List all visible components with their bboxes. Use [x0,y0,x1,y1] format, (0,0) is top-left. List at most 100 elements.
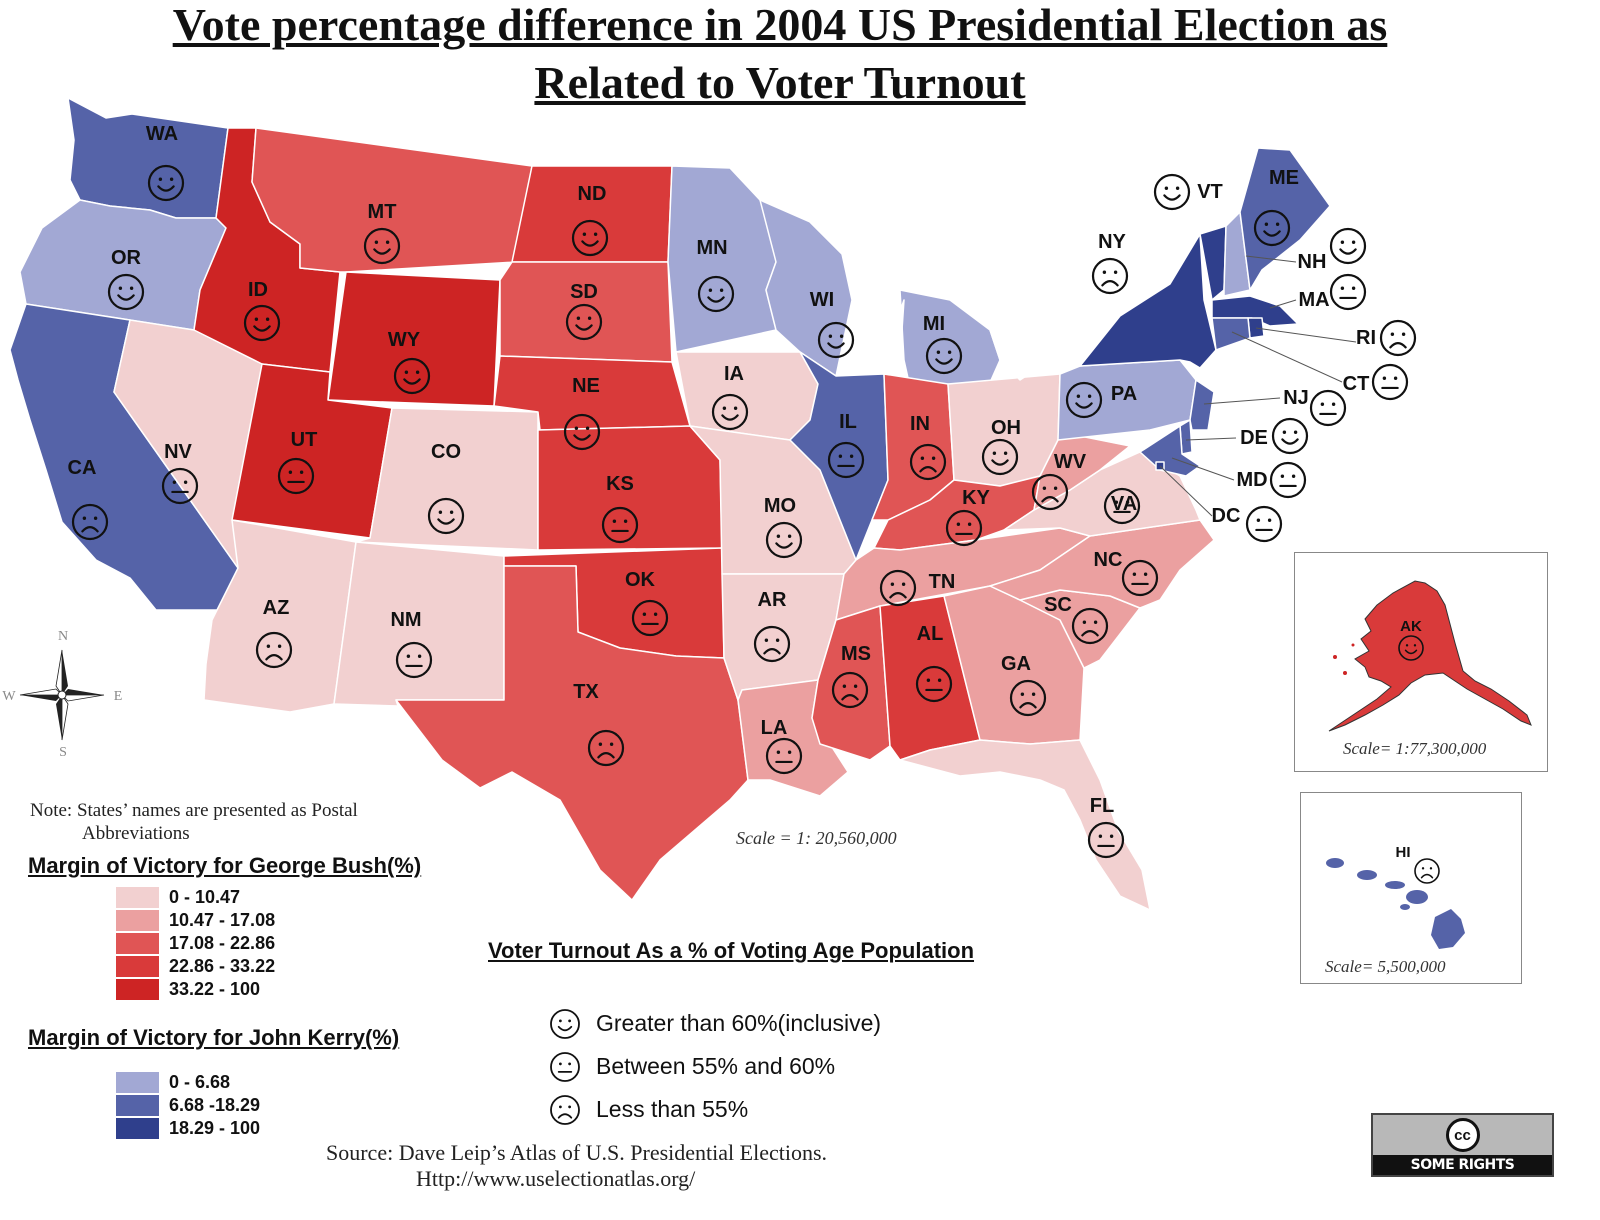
bush-legend-item: 22.86 - 33.22 [116,955,275,978]
compass-center [57,690,67,700]
kerry-legend-title: Margin of Victory for John Kerry(%) [28,1025,400,1050]
state-label-pa: PA [1111,383,1137,405]
bush-swatch-1 [116,887,159,908]
or-smile-face-icon [107,273,145,311]
ks-neutral-face-icon [601,506,639,544]
state-label-in: IN [910,413,930,435]
bush-range-label: 33.22 - 100 [169,979,261,999]
il-neutral-face-icon [827,441,865,479]
ri-frown-face-icon [1379,319,1417,357]
hawaii-island-lanai [1400,904,1410,910]
bush-legend-item: 10.47 - 17.08 [116,909,275,932]
ca-frown-face-icon [71,503,109,541]
state-label-wi: WI [810,289,834,311]
compass-needle-south-highlight [61,693,69,741]
sd-smile-face-icon [565,303,603,341]
mo-smile-face-icon [765,521,803,559]
creative-commons-badge[interactable]: cc SOME RIGHTS RESERVED [1371,1113,1554,1193]
al-neutral-face-icon [915,665,953,703]
ky-neutral-face-icon [945,509,983,547]
nj-neutral-face-icon [1309,389,1347,427]
compass-rose: N S W E [2,629,122,760]
state-label-la: LA [761,717,788,739]
state-fl [899,739,1151,911]
smile-face-icon [550,1008,580,1039]
bush-range-label: 17.08 - 22.86 [169,933,276,953]
state-label-tx: TX [573,681,599,703]
state-label-dc: DC [1212,505,1241,527]
sc-frown-face-icon [1071,607,1109,645]
ma-neutral-face-icon [1329,273,1367,311]
state-nj [1189,379,1215,431]
state-label-sd: SD [570,281,598,303]
state-label-ne: NE [572,375,600,397]
nm-neutral-face-icon [395,641,433,679]
alaska-inset-map: AK [1328,580,1532,732]
note-line-2: Abbreviations [82,822,190,844]
state-nd [511,165,673,263]
me-smile-face-icon [1253,209,1291,247]
leader-line-nj [1203,397,1281,405]
state-label-ms: MS [841,643,871,665]
leader-line-ct [1231,331,1343,383]
state-label-ia: IA [724,363,744,385]
state-label-az: AZ [263,597,290,619]
compass-east-label: E [114,689,123,704]
neutral-face-icon [550,1051,580,1082]
wa-smile-face-icon [147,164,185,202]
state-label-oh: OH [991,417,1021,439]
state-label-nj: NJ [1283,387,1309,409]
state-me [1239,147,1331,291]
ga-frown-face-icon [1009,679,1047,717]
alaska-inset: AK Scale= 1:77,300,000 [1294,552,1548,772]
hawaii-island-oahu [1357,870,1377,880]
ok-neutral-face-icon [631,599,669,637]
state-label-wy: WY [388,329,421,351]
state-wi [759,199,853,377]
leader-line-de [1185,437,1237,441]
kerry-swatch-1 [116,1072,159,1093]
cc-logo-icon: cc [1445,1118,1480,1152]
kerry-swatch-3 [116,1118,159,1139]
source-url: Http://www.uselectionatlas.org/ [416,1166,696,1192]
turnout-legend-label: Greater than 60%(inclusive) [596,1010,882,1036]
state-label-vt: VT [1197,181,1223,203]
bush-legend-item: 0 - 10.47 [116,886,275,909]
turnout-legend-item: Between 55% and 60% [548,1045,881,1088]
md-neutral-face-icon [1269,461,1307,499]
de-smile-face-icon [1271,417,1309,455]
state-label-tn: TN [929,571,956,593]
nv-neutral-face-icon [161,467,199,505]
main-map-scale: Scale = 1: 20,560,000 [736,828,897,848]
state-nc [989,519,1215,609]
source-citation: Source: Dave Leip’s Atlas of U.S. Presid… [326,1140,827,1193]
vt-smile-face-icon [1153,173,1191,211]
smile-face-icon [550,1008,580,1039]
state-label-ct: CT [1343,373,1370,395]
kerry-swatch-2 [116,1095,159,1116]
state-label-ny: NY [1098,231,1126,253]
compass-south-label: S [59,745,67,760]
turnout-legend-item: Greater than 60%(inclusive) [548,1002,881,1045]
great-lake-1 [809,221,913,263]
tn-frown-face-icon [879,569,917,607]
leader-line-ma [1269,299,1297,309]
nc-neutral-face-icon [1121,559,1159,597]
state-ct [1211,317,1251,351]
oh-smile-face-icon [981,438,1019,476]
alaska-island-3 [1351,643,1355,647]
state-label-sc: SC [1044,594,1072,616]
hawaii-scale: Scale= 5,500,000 [1325,957,1446,976]
turnout-legend-title: Voter Turnout As a % of Voting Age Popul… [488,938,975,963]
map-title-line-1: Vote percentage difference in 2004 US Pr… [172,0,1388,50]
turnout-legend-item: Less than 55% [548,1088,881,1131]
nh-smile-face-icon [1329,227,1367,265]
state-mi [899,289,1001,397]
bush-swatch-2 [116,910,159,931]
state-label-fl: FL [1090,795,1114,817]
ia-smile-face-icon [711,393,749,431]
hawaii-island-molokai [1385,881,1405,889]
leader-line-dc [1159,465,1213,517]
kerry-legend-item: 6.68 -18.29 [116,1094,260,1117]
